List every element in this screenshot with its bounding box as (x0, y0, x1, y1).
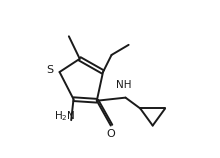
Text: H$_2$N: H$_2$N (54, 109, 76, 123)
Text: O: O (106, 129, 115, 139)
Text: S: S (46, 65, 53, 75)
Text: NH: NH (116, 80, 132, 90)
